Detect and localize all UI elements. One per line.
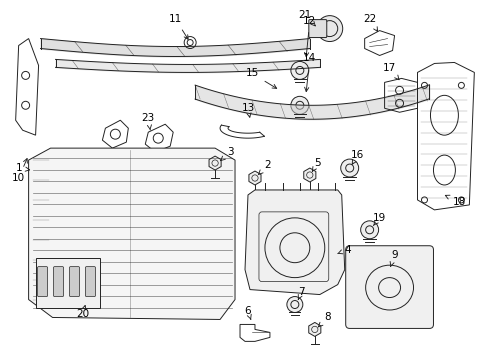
Text: 2: 2 [258,160,271,174]
Text: 20: 20 [76,306,89,319]
Text: 16: 16 [350,150,364,164]
Text: 10: 10 [12,158,27,183]
Polygon shape [29,148,235,319]
Text: 3: 3 [220,147,233,161]
Polygon shape [36,258,100,307]
Text: 11: 11 [168,14,188,39]
Polygon shape [208,156,221,170]
Circle shape [360,221,378,239]
Text: 6: 6 [244,306,251,319]
Polygon shape [248,171,261,185]
FancyBboxPatch shape [69,267,80,297]
Polygon shape [308,323,320,336]
FancyBboxPatch shape [345,246,432,328]
Circle shape [290,96,308,114]
Text: 12: 12 [303,15,316,57]
Text: 23: 23 [142,113,155,130]
Text: 21: 21 [298,10,315,26]
FancyBboxPatch shape [308,20,326,37]
Text: 7: 7 [298,287,305,300]
Text: 5: 5 [312,158,321,171]
FancyBboxPatch shape [38,267,47,297]
Circle shape [286,297,302,312]
Polygon shape [244,190,344,294]
Text: 13: 13 [241,103,254,117]
Text: 17: 17 [382,63,398,80]
Text: 9: 9 [389,250,397,266]
Text: 4: 4 [337,245,350,255]
Text: 8: 8 [318,312,330,327]
Circle shape [290,62,308,80]
FancyBboxPatch shape [53,267,63,297]
Text: 1: 1 [15,163,30,173]
Text: 18: 18 [445,195,465,207]
Polygon shape [303,168,315,182]
Text: 14: 14 [303,54,316,91]
Circle shape [316,15,342,41]
Circle shape [340,159,358,177]
Text: 19: 19 [372,213,386,226]
Text: 22: 22 [362,14,377,31]
Text: 15: 15 [245,68,276,89]
FancyBboxPatch shape [85,267,95,297]
